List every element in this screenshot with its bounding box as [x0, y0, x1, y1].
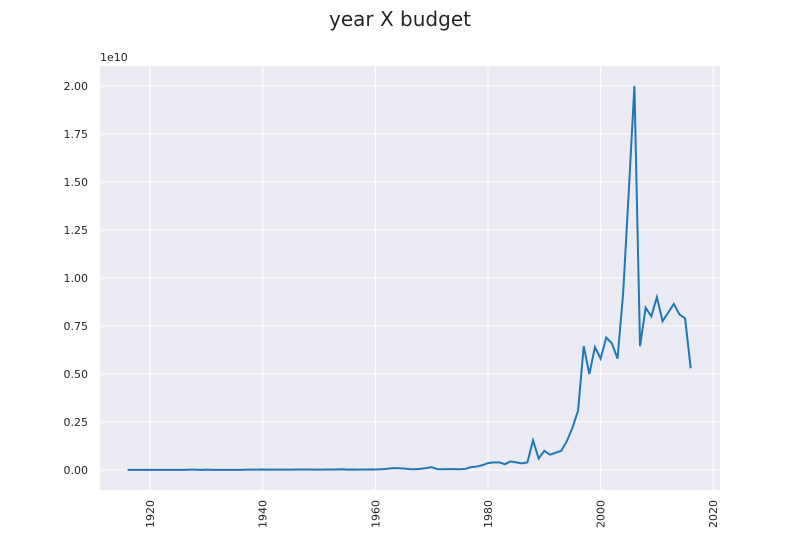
x-tick-label: 1980	[482, 500, 495, 528]
y-tick-label: 0.00	[64, 464, 89, 477]
chart-title: year X budget	[329, 7, 471, 31]
x-tick-label: 1960	[369, 500, 382, 528]
y-tick-label: 2.00	[64, 80, 89, 93]
line	[127, 85, 692, 471]
x-tick-label: 1920	[144, 500, 157, 528]
y-tick-label: 1.00	[64, 272, 89, 285]
x-tick-label: 2020	[707, 500, 720, 528]
x-tick-label: 1940	[257, 500, 270, 528]
y-tick-label: 0.75	[64, 320, 89, 333]
y-tick-label: 1.75	[64, 128, 89, 141]
y-tick-label: 0.50	[64, 368, 89, 381]
offset-label: 1e10	[100, 51, 128, 64]
y-tick-label: 1.50	[64, 176, 89, 189]
y-tick-label: 0.25	[64, 416, 89, 429]
y-tick-label: 1.25	[64, 224, 89, 237]
x-tick-label: 2000	[595, 500, 608, 528]
